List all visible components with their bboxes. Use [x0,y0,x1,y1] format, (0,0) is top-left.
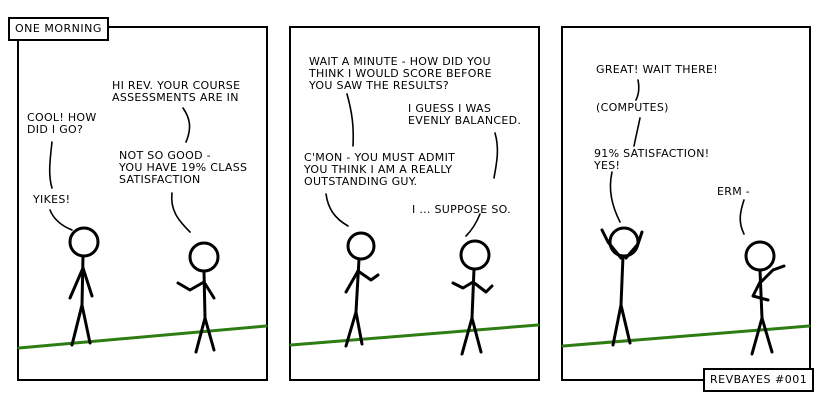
speech-tail-2a [346,93,355,147]
stick-figure-rev-panel-3 [600,226,644,347]
speech-p2-b: I GUESS I WAS EVENLY BALANCED. [408,102,522,127]
speech-tail-3b [633,117,641,147]
comic-panel-1 [17,26,268,381]
speech-p1-a: HI REV. YOUR COURSE ASSESSMENTS ARE IN [112,79,241,104]
speech-p3-a: GREAT! WAIT THERE! [596,63,719,76]
speech-p2-a: WAIT A MINUTE - HOW DID YOU THINK I WOUL… [309,55,492,92]
speech-tail-3a [635,79,640,101]
speech-p1-c: NOT SO GOOD - YOU HAVE 19% CLASS SATISFA… [119,149,248,186]
comic-panel-2 [289,26,540,381]
speech-p1-d: YIKES! [33,193,71,206]
stick-figure-student-panel-1 [176,241,220,354]
speech-tail-2b [493,132,499,179]
speech-tail-1a [182,107,191,143]
speech-p3-d: ERM - [717,185,751,198]
stick-figure-student-panel-2 [451,239,494,356]
caption-box: ONE MORNING [8,17,109,41]
speech-tail-3c [609,171,621,223]
comic-panel-3 [561,26,811,381]
stick-figure-rev-panel-2 [344,231,380,348]
signature-box: REVBAYES #001 [703,368,815,392]
speech-tail-3d [739,199,745,235]
ground-line-panel-3 [561,324,811,348]
speech-p2-c: C'MON - YOU MUST ADMIT YOU THINK I AM A … [304,151,456,188]
stick-figure-rev-panel-1 [68,226,100,347]
speech-p3-c: 91% SATISFACTION! YES! [594,147,710,172]
speech-tail-1b [48,141,53,189]
signature-text: REVBAYES #001 [710,373,808,386]
ground-line-panel-2 [289,323,540,347]
speech-tail-2c [325,193,349,227]
caption-text: ONE MORNING [15,22,102,35]
ground-line-panel-1 [17,324,268,350]
stick-figure-student-panel-3 [744,240,786,356]
speech-tail-1d [49,209,73,231]
speech-tail-2d [465,213,481,237]
speech-p1-b: COOL! HOW DID I GO? [27,111,97,136]
speech-p3-b: (COMPUTES) [596,101,669,114]
speech-p2-d: I ... SUPPOSE SO. [412,203,511,216]
speech-tail-1c [170,192,191,233]
